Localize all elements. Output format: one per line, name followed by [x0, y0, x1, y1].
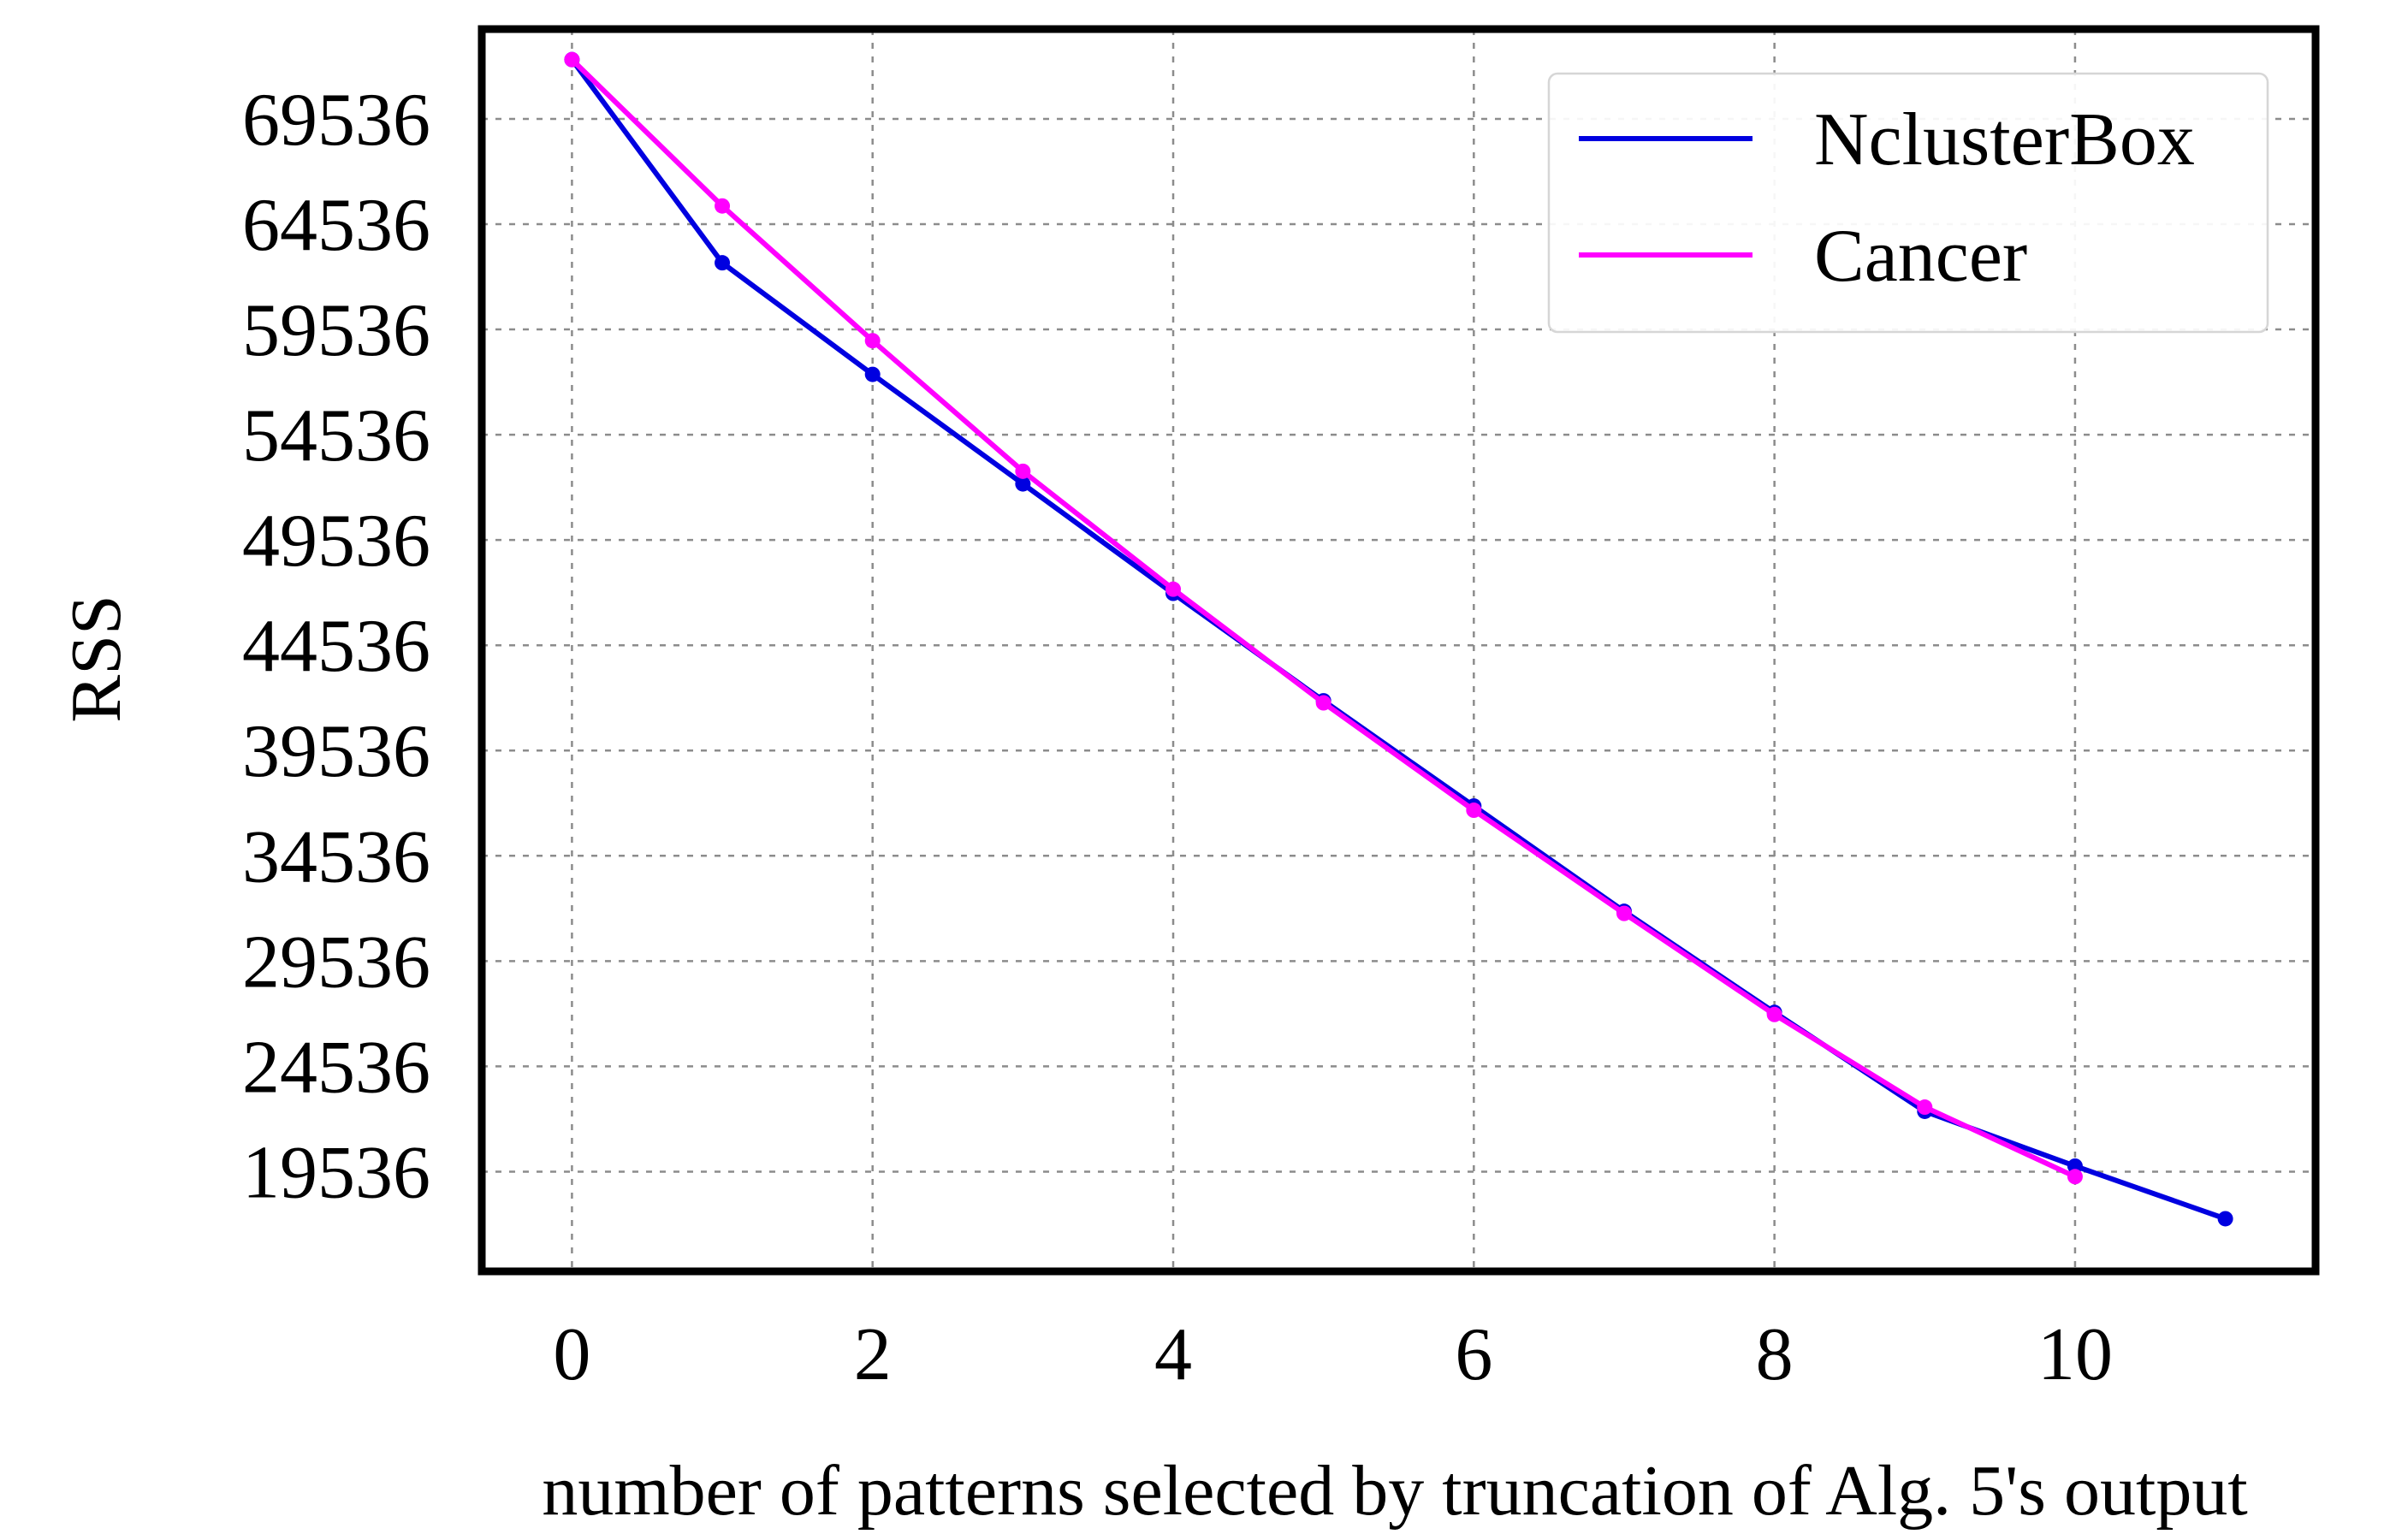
y-tick-label: 49536: [242, 500, 430, 583]
y-tick-label: 54536: [242, 394, 430, 477]
data-point-cancer: [715, 198, 731, 214]
data-point-cancer: [1917, 1099, 1933, 1116]
y-tick-label: 29536: [242, 921, 430, 1004]
data-point-cancer: [2067, 1169, 2083, 1185]
data-point-cancer: [1315, 695, 1331, 711]
data-point-cancer: [564, 51, 580, 68]
y-tick-label: 44536: [242, 605, 430, 688]
data-point-nclusterbox: [1015, 476, 1031, 492]
legend-label: NclusterBox: [1814, 98, 2195, 181]
data-point-cancer: [1766, 1006, 1782, 1022]
y-tick-label: 64536: [242, 184, 430, 267]
x-tick-label: 6: [1455, 1313, 1492, 1396]
y-tick-label: 39536: [242, 710, 430, 793]
data-point-cancer: [1616, 905, 1632, 921]
legend: NclusterBox Cancer: [1547, 72, 2269, 334]
x-axis-label: number of patterns selected by truncatio…: [542, 1451, 2247, 1531]
y-tick-label: 19536: [242, 1131, 430, 1214]
y-tick-label: 59536: [242, 289, 430, 372]
data-point-nclusterbox: [715, 255, 731, 271]
data-point-cancer: [1165, 581, 1182, 597]
legend-label: Cancer: [1814, 215, 2027, 298]
x-tick-label: 4: [1154, 1313, 1192, 1396]
data-point-cancer: [864, 333, 881, 349]
ticks: 0 2 4 6 8 10 19536 24536 29536 34536 39536 44536 495…: [242, 79, 2113, 1396]
data-point-nclusterbox: [864, 366, 881, 382]
x-tick-label: 10: [2037, 1313, 2113, 1396]
grid: [482, 29, 2316, 1271]
x-tick-label: 2: [854, 1313, 892, 1396]
x-tick-label: 8: [1756, 1313, 1794, 1396]
y-axis-label: RSS: [56, 595, 136, 722]
plot-frame: [477, 25, 2320, 1276]
y-tick-label: 24536: [242, 1026, 430, 1109]
y-tick-label: 69536: [242, 79, 430, 162]
data-point-cancer: [1466, 803, 1482, 819]
data-point-nclusterbox: [2067, 1158, 2083, 1174]
series-layer: [564, 51, 2233, 1227]
y-tick-label: 34536: [242, 815, 430, 898]
data-point-cancer: [1015, 463, 1031, 479]
data-point-nclusterbox: [2217, 1211, 2233, 1227]
x-tick-label: 0: [553, 1313, 590, 1396]
